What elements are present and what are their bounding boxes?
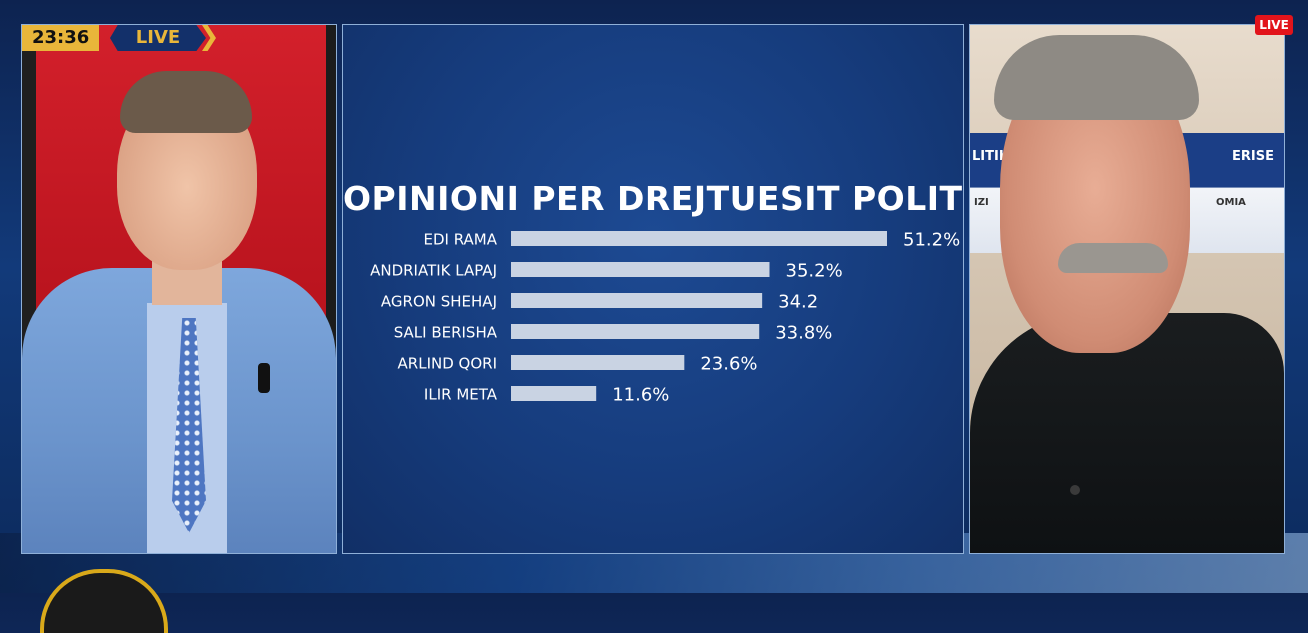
guest-hair bbox=[994, 35, 1199, 120]
bar bbox=[511, 386, 597, 401]
lapel-mic-icon bbox=[258, 363, 270, 393]
bar bbox=[511, 293, 763, 308]
value-label: 33.8% bbox=[775, 323, 832, 344]
category-label: SALI BERISHA bbox=[394, 324, 498, 342]
guest-mustache bbox=[1058, 243, 1168, 273]
live-tag: LIVE bbox=[1255, 15, 1293, 35]
value-label: 35.2% bbox=[786, 261, 843, 282]
bar bbox=[511, 262, 770, 277]
screen-text-right: ERISE bbox=[1232, 149, 1274, 164]
category-label: ANDRIATIK LAPAJ bbox=[370, 262, 497, 280]
clock-badge: 23:36 bbox=[22, 25, 100, 51]
chart-title: OPINIONI PER DREJTUESIT POLITIKE bbox=[343, 179, 964, 218]
category-label: EDI RAMA bbox=[424, 231, 498, 249]
shirt-button bbox=[1070, 485, 1080, 495]
bar bbox=[511, 324, 760, 339]
studio-edge bbox=[326, 25, 336, 553]
bar-chart: EDI RAMA 51.2% ANDRIATIK LAPAJ 35.2% AGRON S… bbox=[370, 230, 960, 406]
guest-shirt bbox=[970, 313, 1284, 553]
screen-subtext-left: IZI bbox=[974, 197, 989, 208]
value-label: 11.6% bbox=[612, 385, 669, 406]
screen-text-left: LITIK bbox=[972, 149, 1009, 164]
guest-video-panel: LITIK ERISE IZI OMIA bbox=[969, 24, 1285, 554]
bar bbox=[511, 355, 685, 370]
value-label: 34.2 bbox=[778, 292, 818, 313]
category-label: ARLIND QORI bbox=[398, 355, 497, 373]
value-label: 51.2% bbox=[903, 230, 960, 251]
value-label: 23.6% bbox=[700, 354, 757, 375]
host-video-panel: 23:36 LIVE bbox=[21, 24, 337, 554]
screen-subtext-right: OMIA bbox=[1216, 197, 1246, 208]
bar bbox=[511, 231, 887, 246]
live-badge: LIVE bbox=[110, 25, 206, 51]
poll-chart-panel: OPINIONI PER DREJTUESIT POLITIKE EDI RAM… bbox=[342, 24, 964, 554]
category-label: AGRON SHEHAJ bbox=[381, 293, 497, 311]
category-label: ILIR META bbox=[424, 386, 498, 404]
host-hair bbox=[120, 71, 252, 133]
